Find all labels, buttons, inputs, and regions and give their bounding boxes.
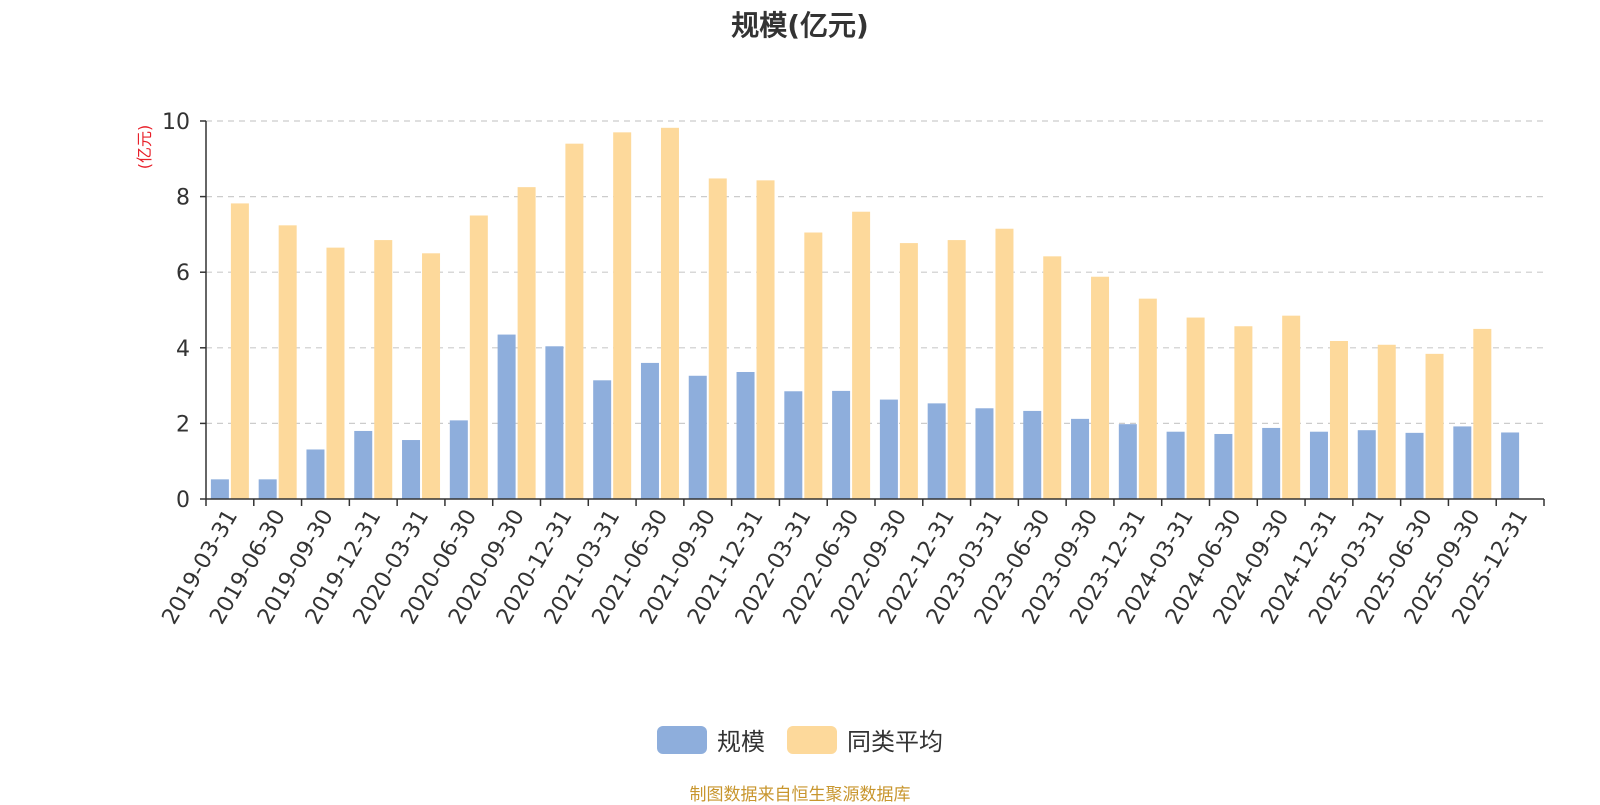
bar-scale-2020-03-31 [402,440,421,499]
bar-scale-2023-03-31 [975,408,994,499]
legend-label-scale: 规模 [717,728,765,756]
y-tick-label: 6 [176,261,190,286]
bar-peer-average-2022-12-31 [947,240,966,499]
bar-peer-average-2020-03-31 [422,253,441,499]
bar-peer-average-2023-06-30 [1043,256,1062,499]
bar-peer-average-2019-03-31 [230,203,249,500]
y-tick-label: 4 [176,337,190,362]
chart-title: 规模(亿元) [731,9,869,42]
bar-peer-average-2021-03-31 [613,132,632,499]
bar-peer-average-2021-06-30 [660,127,679,499]
bar-peer-average-2021-12-31 [756,180,775,499]
legend-swatch-scale [657,725,707,754]
bar-peer-average-2023-09-30 [1091,276,1110,499]
bar-peer-average-2022-09-30 [899,243,918,499]
bar-peer-average-2025-09-30 [1473,328,1492,499]
bar-scale-2022-09-30 [879,399,898,499]
bar-scale-2020-12-31 [545,346,564,499]
bar-scale-2023-06-30 [1023,410,1042,499]
bar-peer-average-2020-06-30 [469,215,488,499]
bar-scale-2019-03-31 [210,479,229,499]
bar-peer-average-2019-09-30 [326,247,345,499]
bar-peer-average-2025-06-30 [1425,353,1444,499]
bar-scale-2020-06-30 [449,420,468,499]
bar-peer-average-2023-12-31 [1138,298,1157,499]
bar-scale-2025-09-30 [1453,426,1472,499]
bar-scale-2023-12-31 [1118,424,1137,499]
bar-scale-2023-09-30 [1071,418,1090,499]
y-tick-label: 0 [176,488,190,513]
bar-peer-average-2020-09-30 [517,187,536,499]
bar-peer-average-2020-12-31 [565,143,584,499]
bar-scale-2024-12-31 [1309,431,1328,499]
bar-scale-2024-06-30 [1214,433,1233,499]
bar-peer-average-2024-12-31 [1329,340,1348,499]
bar-scale-2020-09-30 [497,334,516,499]
legend-item-scale[interactable]: 规模 [657,722,765,757]
legend: 规模 同类平均 [0,722,1600,757]
bar-scale-2021-12-31 [736,371,755,499]
bar-scale-2019-12-31 [354,430,373,499]
y-tick-label: 10 [162,110,190,135]
legend-swatch-peer-average [787,725,837,754]
bar-scale-2022-03-31 [784,391,803,499]
bar-scale-2024-03-31 [1166,431,1185,499]
bar-scale-2022-12-31 [927,403,946,499]
bar-scale-2021-06-30 [640,362,659,499]
bar-scale-2021-09-30 [688,375,707,499]
y-axis-unit-label: (亿元) [135,125,154,170]
bar-scale-2024-09-30 [1262,427,1281,499]
bar-scale-2025-06-30 [1405,432,1424,499]
bar-peer-average-2019-12-31 [374,240,393,499]
bar-scale-2022-06-30 [832,390,851,499]
y-tick-label: 2 [176,412,190,437]
legend-label-peer-average: 同类平均 [847,728,943,756]
bar-scale-2025-03-31 [1357,430,1376,499]
bar-peer-average-2024-03-31 [1186,317,1205,499]
bar-scale-2025-12-31 [1501,432,1520,499]
bar-peer-average-2022-03-31 [804,232,823,499]
bar-peer-average-2025-03-31 [1377,344,1396,499]
y-tick-label: 8 [176,186,190,211]
bar-peer-average-2022-06-30 [852,211,871,499]
bar-peer-average-2024-09-30 [1282,315,1301,499]
bar-peer-average-2021-09-30 [708,178,727,499]
bar-peer-average-2019-06-30 [278,225,297,499]
bar-peer-average-2024-06-30 [1234,326,1253,499]
bar-peer-average-2023-03-31 [995,228,1014,500]
bar-scale-2019-06-30 [258,479,277,499]
bar-scale-2021-03-31 [593,380,612,499]
bar-scale-2019-09-30 [306,449,325,499]
legend-item-peer-average[interactable]: 同类平均 [787,722,943,757]
source-note: 制图数据来自恒生聚源数据库 [689,785,911,805]
